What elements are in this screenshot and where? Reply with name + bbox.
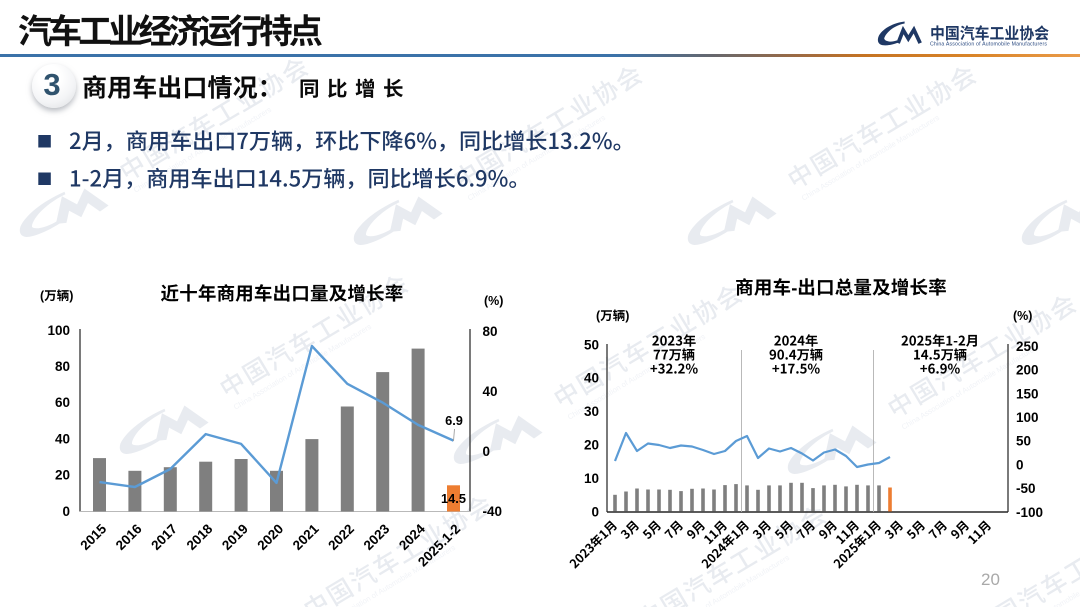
svg-text:0: 0: [591, 504, 599, 519]
svg-text:-50: -50: [1016, 481, 1036, 496]
svg-text:80: 80: [55, 359, 70, 374]
svg-text:0: 0: [1016, 457, 1024, 472]
svg-text:20: 20: [981, 570, 1000, 589]
svg-text:China Association of Automobil: China Association of Automobile Manufact…: [930, 42, 1047, 48]
svg-text:(: (: [596, 309, 601, 323]
svg-text:80: 80: [483, 324, 498, 339]
svg-text:2017: 2017: [148, 521, 180, 553]
svg-text:(%): (%): [1013, 309, 1032, 323]
svg-text:2015: 2015: [77, 521, 109, 553]
svg-text:6.9: 6.9: [445, 413, 463, 428]
svg-text:60: 60: [55, 395, 70, 410]
svg-text:2022: 2022: [325, 521, 357, 553]
svg-text:150: 150: [1016, 386, 1039, 401]
svg-text:40: 40: [483, 384, 498, 399]
svg-text:0: 0: [62, 504, 70, 519]
svg-text:250: 250: [1016, 339, 1039, 354]
svg-text:-100: -100: [1016, 505, 1043, 520]
svg-text:100: 100: [47, 323, 70, 338]
svg-text:): ): [625, 309, 629, 323]
svg-text:0: 0: [483, 444, 491, 459]
svg-text:-: -: [791, 277, 797, 298]
svg-text:30: 30: [584, 404, 599, 419]
svg-text:(: (: [40, 289, 45, 303]
svg-text:14.5: 14.5: [441, 491, 466, 506]
svg-text:-40: -40: [483, 504, 503, 519]
svg-text:2023: 2023: [361, 521, 393, 553]
svg-text:2018: 2018: [184, 521, 216, 553]
svg-text:2019: 2019: [219, 521, 251, 553]
svg-text:50: 50: [1016, 434, 1031, 449]
svg-text:200: 200: [1016, 363, 1039, 378]
svg-text:2016: 2016: [113, 521, 145, 553]
svg-text:(%): (%): [484, 294, 503, 308]
svg-text:20: 20: [584, 438, 599, 453]
svg-text:): ): [69, 289, 73, 303]
svg-text:2020: 2020: [254, 521, 286, 553]
svg-text:10: 10: [584, 471, 599, 486]
svg-text:100: 100: [1016, 410, 1039, 425]
svg-text:50: 50: [584, 337, 599, 352]
svg-text:40: 40: [584, 371, 599, 386]
svg-text:40: 40: [55, 431, 70, 446]
svg-text:2021: 2021: [290, 521, 322, 553]
svg-text:20: 20: [55, 468, 70, 483]
